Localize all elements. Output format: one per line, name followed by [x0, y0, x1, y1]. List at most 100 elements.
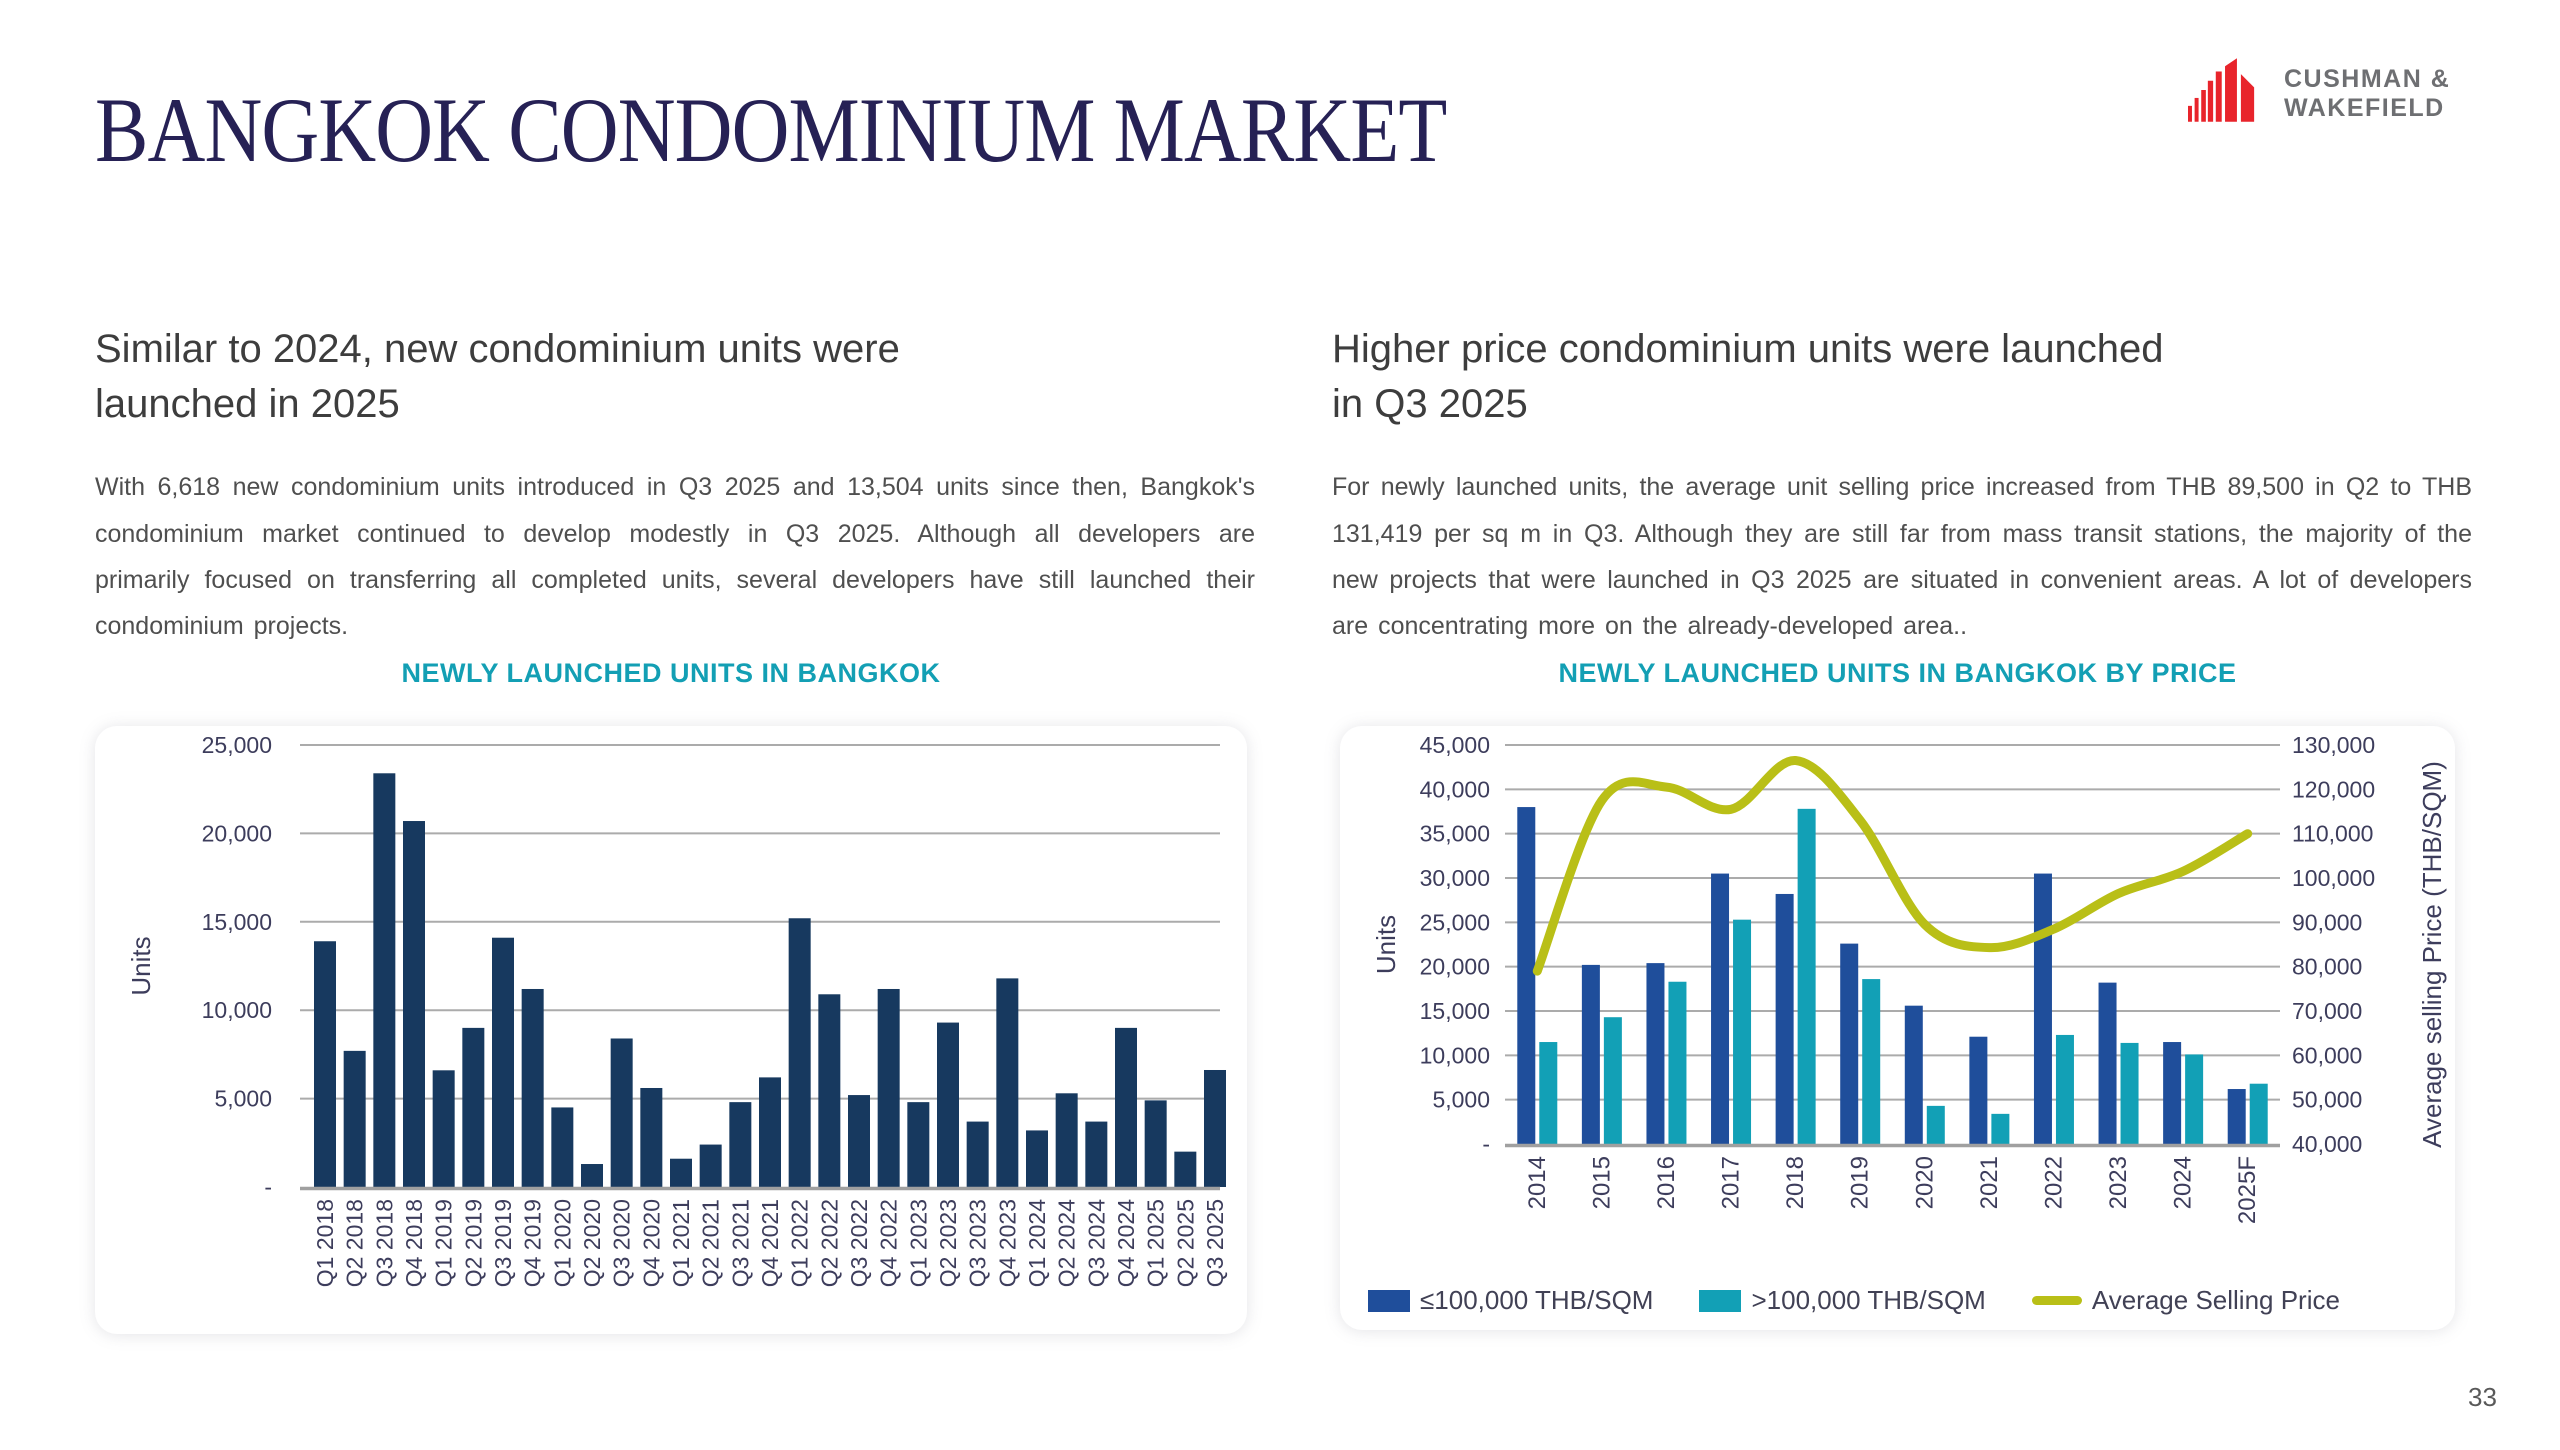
legend-swatch-average-price-line [2031, 1296, 2082, 1305]
legend-item-below-100k: ≤100,000 THB/SQM [1368, 1285, 1653, 1316]
svg-text:Q2 2023: Q2 2023 [935, 1199, 961, 1287]
legend-label-below-100k: ≤100,000 THB/SQM [1420, 1285, 1654, 1315]
svg-text:120,000: 120,000 [2292, 776, 2375, 802]
svg-text:Q3 2023: Q3 2023 [965, 1199, 991, 1287]
newly-launched-units-chart: 25,000 20,000 15,000 10,000 5,000 - Units Q1 20… [126, 732, 1228, 1287]
svg-text:2021: 2021 [1976, 1156, 2003, 1209]
left-chart-card: 25,000 20,000 15,000 10,000 5,000 - Units Q1 20… [95, 726, 1247, 1334]
svg-text:Q2 2024: Q2 2024 [1054, 1199, 1080, 1287]
svg-text:Q4 2021: Q4 2021 [757, 1199, 783, 1287]
svg-text:45,000: 45,000 [1420, 732, 1490, 758]
page-title: BANGKOK CONDOMINIUM MARKET [95, 79, 1447, 181]
legend-item-above-100k: >100,000 THB/SQM [1699, 1285, 1986, 1316]
svg-text:5,000: 5,000 [1432, 1087, 1490, 1113]
cushman-wakefield-logo-icon [2188, 58, 2255, 122]
svg-text:40,000: 40,000 [2292, 1131, 2362, 1157]
svg-text:Units: Units [126, 936, 156, 995]
left-column: Similar to 2024, new condominium units w… [95, 322, 1255, 649]
right-heading-line2: in Q3 2025 [1332, 382, 1528, 427]
svg-text:110,000: 110,000 [2292, 821, 2373, 847]
left-heading-line2: launched in 2025 [95, 382, 400, 427]
svg-text:Q3 2021: Q3 2021 [727, 1199, 753, 1287]
svg-text:Q3 2025: Q3 2025 [1202, 1199, 1228, 1287]
right-body-text: For newly launched units, the average un… [1332, 473, 2472, 641]
svg-text:Q2 2022: Q2 2022 [816, 1199, 842, 1287]
svg-text:25,000: 25,000 [1420, 909, 1490, 935]
legend-swatch-below-100k [1368, 1289, 1410, 1312]
svg-text:Q1 2023: Q1 2023 [905, 1199, 931, 1287]
svg-text:Q2 2021: Q2 2021 [698, 1199, 724, 1287]
svg-text:100,000: 100,000 [2292, 865, 2375, 891]
left-heading: Similar to 2024, new condominium units w… [95, 322, 1255, 432]
svg-text:Q3 2019: Q3 2019 [490, 1199, 516, 1287]
chart-legend: ≤100,000 THB/SQM >100,000 THB/SQM Averag… [1368, 1285, 2340, 1316]
right-column: Higher price condominium units were laun… [1332, 322, 2472, 649]
svg-text:Q3 2020: Q3 2020 [609, 1199, 635, 1287]
svg-text:2025F: 2025F [2234, 1156, 2261, 1224]
svg-text:Q1 2024: Q1 2024 [1024, 1199, 1050, 1287]
svg-text:Q1 2018: Q1 2018 [312, 1199, 338, 1287]
svg-text:40,000: 40,000 [1420, 776, 1490, 802]
svg-text:20,000: 20,000 [202, 820, 272, 846]
right-chart-card: 45,000 130,000 40,000 120,000 35,000 110,000 3… [1340, 726, 2455, 1330]
svg-text:Q4 2022: Q4 2022 [876, 1199, 902, 1287]
legend-label-average-price: Average Selling Price [2091, 1285, 2340, 1315]
svg-text:2022: 2022 [2040, 1156, 2067, 1209]
svg-text:Q4 2024: Q4 2024 [1113, 1199, 1139, 1287]
svg-text:50,000: 50,000 [2292, 1087, 2362, 1113]
svg-text:Q2 2020: Q2 2020 [579, 1199, 605, 1287]
svg-text:5,000: 5,000 [214, 1086, 272, 1112]
right-heading-line1: Higher price condominium units were laun… [1332, 327, 2164, 371]
svg-text:Q3 2018: Q3 2018 [371, 1199, 397, 1287]
svg-text:2020: 2020 [1911, 1156, 1938, 1209]
svg-text:Q1 2025: Q1 2025 [1143, 1199, 1169, 1287]
svg-text:Units: Units [1371, 915, 1401, 974]
svg-text:10,000: 10,000 [1420, 1042, 1490, 1068]
svg-text:Q2 2025: Q2 2025 [1172, 1199, 1198, 1287]
logo-line-2: WAKEFIELD [2284, 93, 2445, 122]
svg-text:70,000: 70,000 [2292, 998, 2362, 1024]
svg-text:30,000: 30,000 [1420, 865, 1490, 891]
svg-text:2018: 2018 [1782, 1156, 1809, 1209]
svg-text:Q3 2022: Q3 2022 [846, 1199, 872, 1287]
svg-text:-: - [1482, 1131, 1490, 1157]
svg-text:Q4 2020: Q4 2020 [638, 1199, 664, 1287]
svg-text:2015: 2015 [1588, 1156, 1615, 1209]
cushman-wakefield-logo: CUSHMAN & WAKEFIELD [2188, 58, 2450, 122]
logo-line-1: CUSHMAN & [2284, 65, 2451, 93]
svg-text:Q1 2020: Q1 2020 [549, 1199, 575, 1287]
svg-text:25,000: 25,000 [202, 732, 272, 758]
svg-text:80,000: 80,000 [2292, 954, 2362, 980]
left-chart-title: NEWLY LAUNCHED UNITS IN BANGKOK [401, 658, 941, 688]
svg-text:15,000: 15,000 [202, 909, 272, 935]
svg-text:Q1 2021: Q1 2021 [668, 1199, 694, 1287]
svg-text:130,000: 130,000 [2292, 732, 2375, 758]
svg-text:Q4 2023: Q4 2023 [994, 1199, 1020, 1287]
svg-text:2014: 2014 [1524, 1156, 1551, 1209]
svg-text:20,000: 20,000 [1420, 954, 1490, 980]
svg-text:Q1 2022: Q1 2022 [787, 1199, 813, 1287]
left-heading-line1: Similar to 2024, new condominium units w… [95, 327, 900, 371]
svg-text:-: - [264, 1174, 272, 1200]
page-number: 33 [2468, 1382, 2497, 1412]
right-chart-title: NEWLY LAUNCHED UNITS IN BANGKOK BY PRICE [1558, 658, 2237, 688]
right-heading: Higher price condominium units were laun… [1332, 322, 2472, 432]
legend-swatch-above-100k [1699, 1289, 1742, 1312]
svg-text:10,000: 10,000 [202, 997, 272, 1023]
svg-text:Q4 2018: Q4 2018 [401, 1199, 427, 1287]
svg-text:2019: 2019 [1847, 1156, 1874, 1209]
svg-text:2024: 2024 [2170, 1156, 2197, 1209]
svg-text:2023: 2023 [2105, 1156, 2132, 1209]
units-by-price-chart: 45,000 130,000 40,000 120,000 35,000 110,000 3… [1371, 732, 2447, 1224]
svg-text:90,000: 90,000 [2292, 909, 2362, 935]
svg-text:35,000: 35,000 [1420, 821, 1490, 847]
svg-text:2017: 2017 [1718, 1156, 1745, 1209]
svg-text:60,000: 60,000 [2292, 1042, 2362, 1068]
left-body-text: With 6,618 new condominium units introdu… [95, 473, 1255, 641]
svg-text:Q1 2019: Q1 2019 [431, 1199, 457, 1287]
svg-text:Q3 2024: Q3 2024 [1083, 1199, 1109, 1287]
svg-text:2016: 2016 [1653, 1156, 1680, 1209]
cushman-wakefield-logo-text: CUSHMAN & WAKEFIELD [2284, 65, 2450, 122]
legend-item-average-price: Average Selling Price [2031, 1285, 2340, 1316]
